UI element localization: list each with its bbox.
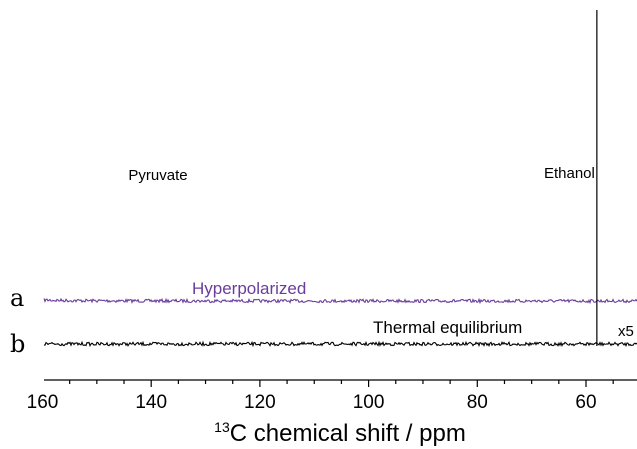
x-axis-title-text: C chemical shift / ppm — [230, 420, 466, 447]
x-axis-title: 13C chemical shift / ppm — [214, 419, 466, 447]
pyruvate-label: Pyruvate — [128, 167, 187, 184]
row-letter-b: b — [10, 330, 25, 358]
spectrum-traces — [43, 297, 637, 348]
x-axis-title-superscript: 13 — [214, 419, 230, 435]
row-letter-a: a — [10, 284, 24, 312]
x-tick-label: 140 — [135, 392, 167, 413]
x-tick-label: 80 — [467, 392, 488, 413]
x-tick-label: 120 — [244, 392, 276, 413]
spectrum-trace-thermal — [43, 340, 637, 348]
thermal-equilibrium-label: Thermal equilibrium — [373, 318, 522, 337]
annotations: Pyruvate Ethanol a b Hyperpolarized Ther… — [10, 10, 634, 358]
x-tick-label: 160 — [27, 392, 59, 413]
x-axis-ticks: 1801601401201008060 — [27, 380, 614, 413]
scale-factor-label: x5 — [618, 323, 634, 340]
x-tick-label: 100 — [353, 392, 385, 413]
spectrum-trace-hyperpolarized — [43, 297, 637, 305]
hyperpolarized-label: Hyperpolarized — [192, 279, 306, 298]
ethanol-label: Ethanol — [544, 165, 595, 182]
x-axis: 1801601401201008060 — [27, 379, 637, 413]
x-tick-label: 60 — [575, 392, 596, 413]
